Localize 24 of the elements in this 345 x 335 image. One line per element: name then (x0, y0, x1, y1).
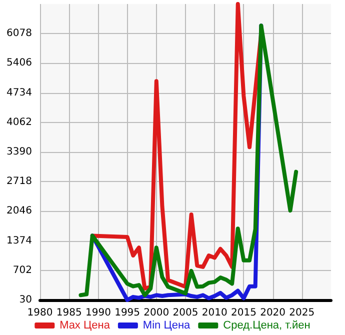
y-tick-label: 2718 (6, 176, 32, 188)
x-tick-label: 1985 (56, 308, 82, 318)
x-tick-label: 2025 (289, 308, 315, 318)
line-series (78, 24, 298, 298)
x-tick-label: 2015 (230, 308, 256, 318)
y-tick-label: 4734 (6, 87, 32, 98)
legend-label: Max Цена (60, 320, 111, 332)
x-tick-label: 2020 (260, 308, 286, 318)
y-tick-label: 4062 (6, 116, 32, 128)
x-tick-label: 2010 (202, 308, 228, 318)
y-tick-label: 6078 (6, 28, 32, 40)
x-tick-label: 1990 (85, 308, 111, 318)
y-tick-label: 2046 (6, 206, 32, 217)
y-tick-label: 3390 (6, 146, 32, 158)
x-tick-label: 1980 (27, 308, 53, 318)
y-tick-label: 1374 (6, 235, 32, 246)
legend-label: Min Цена (142, 320, 192, 332)
y-tick-label: 702 (12, 264, 32, 276)
x-tick-label: 2005 (172, 308, 198, 318)
x-tick-label: 1995 (114, 308, 140, 318)
y-tick-label: 30 (19, 294, 32, 306)
legend-label: Сред.Цена, т.йен (223, 320, 310, 332)
x-tick-label: 2000 (144, 308, 170, 318)
y-tick-label: 5406 (6, 58, 32, 69)
